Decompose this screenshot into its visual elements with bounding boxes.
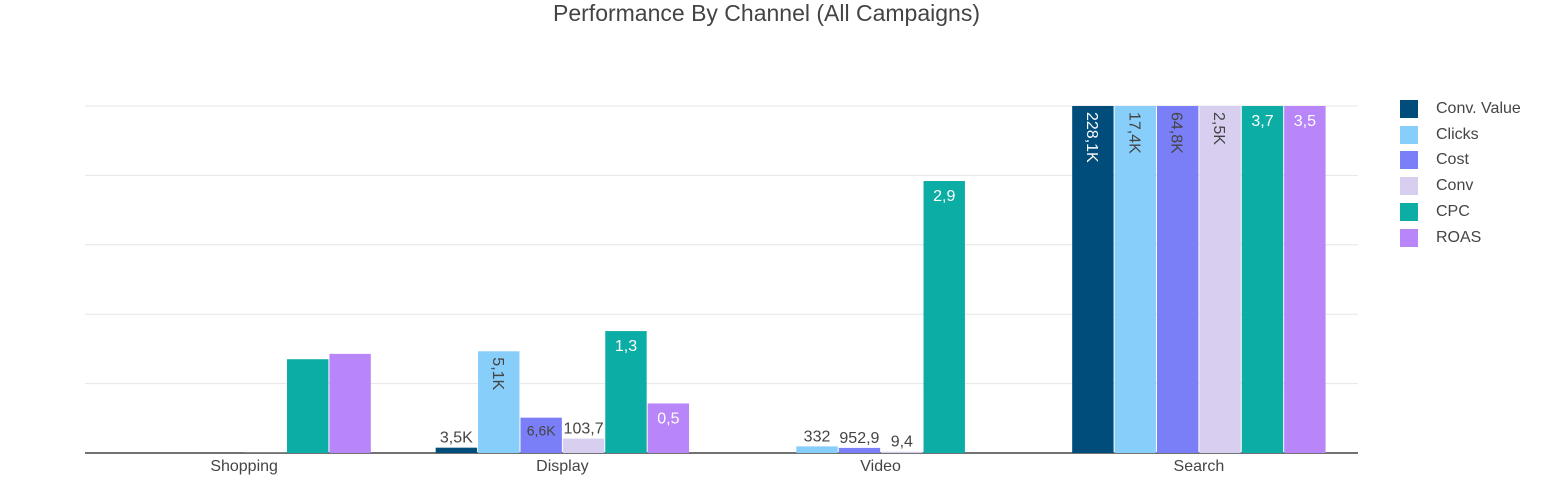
legend-label: Clicks bbox=[1436, 125, 1479, 143]
x-tick-label: Search bbox=[1174, 458, 1225, 475]
x-tick-label: Display bbox=[536, 458, 588, 475]
x-tick-label: Shopping bbox=[210, 458, 278, 475]
legend-label: CPC bbox=[1436, 203, 1470, 221]
bar-video-cost bbox=[838, 447, 881, 453]
legend-swatch bbox=[1400, 228, 1418, 247]
bar-display-conv-value bbox=[435, 447, 478, 453]
data-label: 228,1K bbox=[1083, 112, 1100, 163]
legend-label: Conv bbox=[1436, 177, 1474, 195]
data-label: 3,5 bbox=[1294, 113, 1316, 130]
chart-title: Performance By Channel (All Campaigns) bbox=[553, 0, 980, 26]
legend-item-cpc[interactable]: CPC bbox=[1400, 199, 1521, 225]
legend-label: ROAS bbox=[1436, 228, 1482, 246]
legend-swatch bbox=[1400, 177, 1418, 196]
bar-search-conv-value bbox=[1072, 106, 1114, 453]
chart-legend: Conv. Value Clicks Cost Conv CPC ROAS bbox=[1400, 96, 1521, 251]
data-label: 2,9 bbox=[933, 188, 955, 205]
bar-chart: Shopping 3,5K 5,1K 6,6K 103,7 1,3 0,5 Display 33… bbox=[85, 105, 1358, 475]
data-label: 2,5K bbox=[1210, 112, 1227, 145]
bar-search-clicks bbox=[1114, 106, 1156, 453]
data-label: 952,9 bbox=[839, 430, 879, 447]
x-tick-label: Video bbox=[860, 458, 901, 475]
legend-item-conv[interactable]: Conv bbox=[1400, 173, 1521, 199]
bar-video-clicks bbox=[796, 446, 838, 453]
data-label: 0,5 bbox=[657, 410, 679, 427]
bar-video-conv bbox=[881, 451, 923, 453]
data-label: 3,7 bbox=[1251, 113, 1273, 130]
bar-search-cpc bbox=[1241, 106, 1284, 453]
bar-shopping-roas bbox=[329, 353, 371, 453]
data-label: 3,5K bbox=[440, 430, 473, 447]
legend-item-clicks[interactable]: Clicks bbox=[1400, 122, 1521, 148]
bar-display-cpc bbox=[605, 331, 647, 453]
data-label: 5,1K bbox=[489, 357, 506, 390]
data-label: 332 bbox=[804, 428, 831, 445]
data-label: 1,3 bbox=[615, 338, 637, 355]
bar-display-conv bbox=[562, 438, 605, 453]
bar-search-conv bbox=[1199, 106, 1241, 453]
data-label: 64,8K bbox=[1168, 112, 1185, 154]
bar-display-clicks bbox=[478, 351, 520, 453]
data-label: 6,6K bbox=[527, 423, 556, 439]
legend-item-cost[interactable]: Cost bbox=[1400, 148, 1521, 174]
bar-search-roas bbox=[1284, 106, 1326, 453]
legend-item-roas[interactable]: ROAS bbox=[1400, 225, 1521, 251]
legend-swatch bbox=[1400, 125, 1418, 144]
data-label: 17,4K bbox=[1125, 112, 1142, 154]
bar-video-cpc bbox=[923, 181, 965, 453]
legend-swatch bbox=[1400, 99, 1418, 118]
legend-label: Conv. Value bbox=[1436, 99, 1521, 117]
data-label: 9,4 bbox=[891, 434, 913, 451]
bar-shopping-cpc bbox=[287, 359, 329, 453]
legend-swatch bbox=[1400, 203, 1418, 222]
legend-item-conv-value[interactable]: Conv. Value bbox=[1400, 96, 1521, 122]
legend-swatch bbox=[1400, 151, 1418, 170]
bar-display-cost bbox=[520, 417, 562, 453]
legend-label: Cost bbox=[1436, 151, 1469, 169]
bar-search-cost bbox=[1156, 106, 1199, 453]
data-label: 103,7 bbox=[564, 421, 604, 438]
bar-display-roas bbox=[647, 403, 690, 453]
